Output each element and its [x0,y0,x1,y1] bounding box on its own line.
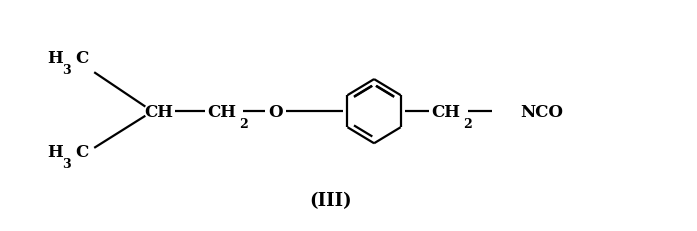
Text: CH: CH [207,103,236,120]
Text: C: C [75,50,89,67]
Text: 2: 2 [239,117,247,130]
Text: 3: 3 [62,64,70,77]
Text: H: H [47,143,63,161]
Text: H: H [47,50,63,67]
Text: O: O [268,103,283,120]
Text: CH: CH [431,103,460,120]
Text: C: C [75,143,89,161]
Text: NCO: NCO [520,103,563,120]
Text: 3: 3 [62,158,70,171]
Text: (III): (III) [309,192,351,210]
Text: 2: 2 [464,117,472,130]
Text: CH: CH [144,103,173,120]
